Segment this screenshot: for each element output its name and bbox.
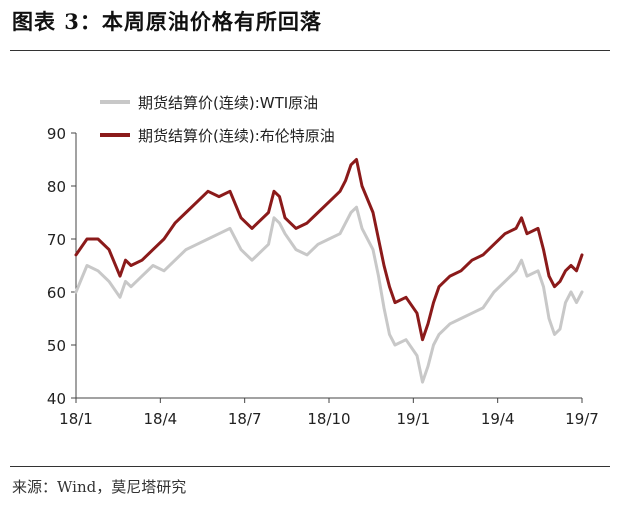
chart-title: 图表 3：本周原油价格有所回落 [12,9,322,34]
x-tick-label: 18/7 [228,410,262,428]
y-tick-label: 70 [47,231,66,249]
brent-series-line [74,158,584,342]
x-tick-label: 18/10 [307,410,350,428]
top-rule [10,50,610,51]
legend-label-wti: 期货结算价(连续):WTI原油 [138,94,318,112]
source-note: 来源：Wind，莫尼塔研究 [12,478,187,496]
y-tick-label: 80 [47,178,66,196]
series-group [74,158,584,384]
x-tick-label: 19/4 [481,410,515,428]
x-tick-label: 19/1 [396,410,430,428]
legend-label-brent: 期货结算价(连续):布伦特原油 [138,127,335,145]
y-tick-label: 90 [47,125,66,143]
bottom-rule [10,466,610,467]
y-tick-label: 60 [47,284,66,302]
y-tick-label: 50 [47,337,66,355]
y-tick-label: 40 [47,390,66,408]
x-tick-label: 18/4 [143,410,177,428]
x-tick-label: 18/1 [59,410,93,428]
wti-series-line [74,205,584,384]
axes: 40 50 60 70 80 90 18/1 18/4 18/7 18/10 19/1 19/4 19/… [47,125,599,428]
x-tick-label: 19/7 [565,410,599,428]
